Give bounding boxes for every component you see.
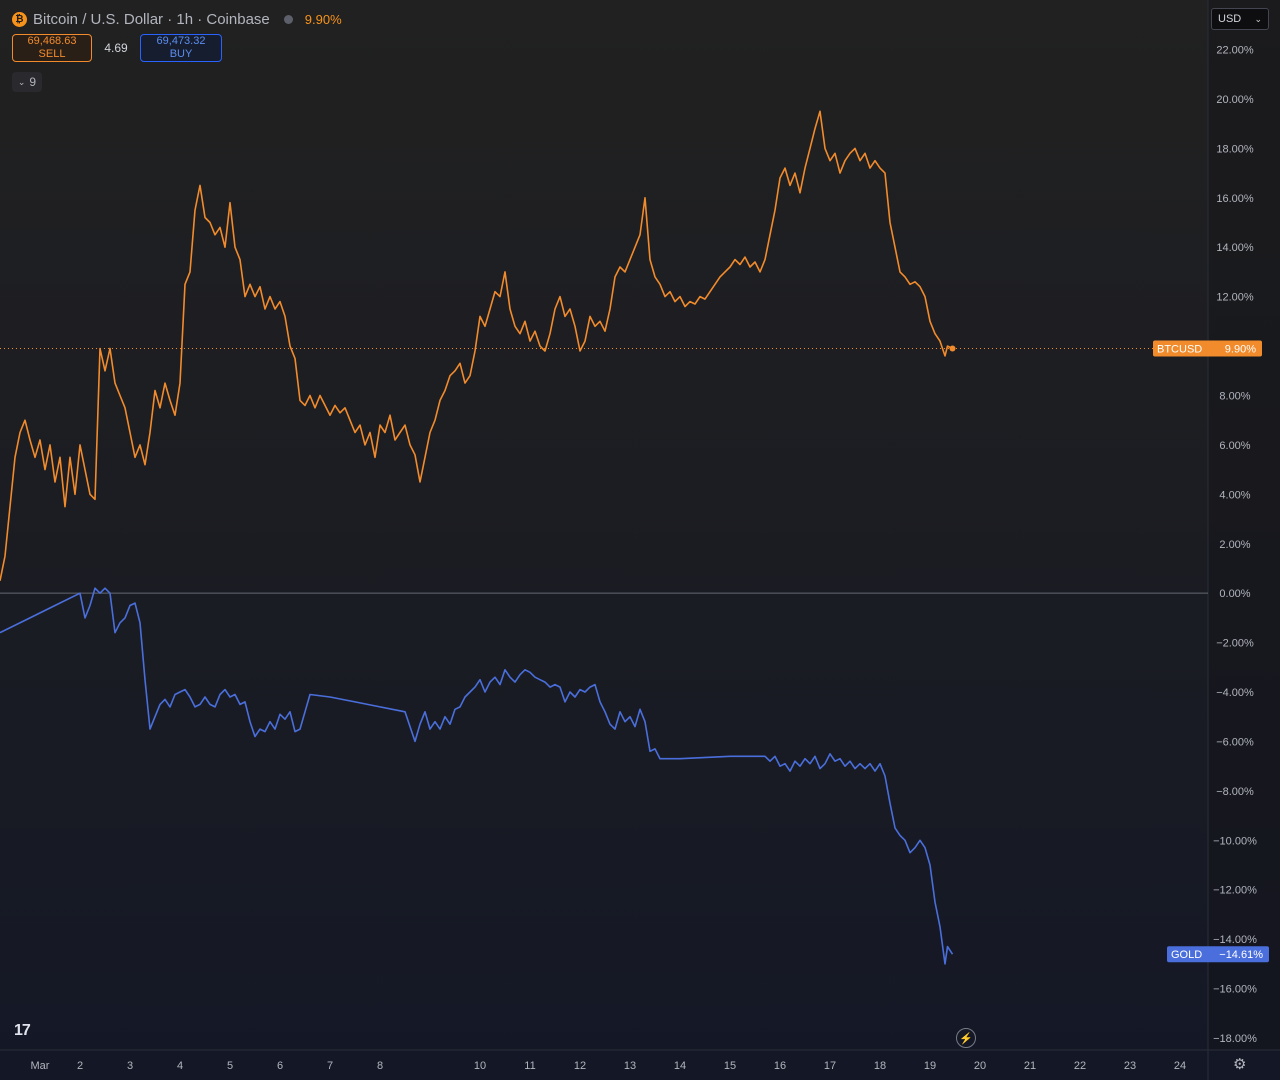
market-status-dot [283, 14, 293, 24]
x-tick-label: 13 [624, 1060, 636, 1072]
series-value-label: 9.90% [1225, 344, 1256, 356]
series-line-gold [0, 587, 954, 965]
y-tick-label: −10.00% [1213, 835, 1257, 847]
trade-panel: 69,468.63 SELL 4.69 69,473.32 BUY [12, 34, 222, 62]
y-tick-label: −12.00% [1213, 885, 1257, 897]
x-tick-label: 14 [674, 1060, 686, 1072]
price-scale-panel [1208, 0, 1280, 1050]
y-tick-label: 8.00% [1219, 390, 1250, 402]
x-tick-label: 5 [227, 1060, 233, 1072]
series-line-btcusd [0, 110, 953, 581]
y-tick-label: −8.00% [1216, 786, 1254, 798]
y-tick-label: 2.00% [1219, 539, 1250, 551]
y-tick-label: 22.00% [1216, 45, 1254, 57]
series-name-label: GOLD [1171, 949, 1202, 961]
series-label-box-gold [1167, 946, 1269, 963]
y-tick-label: 12.00% [1216, 292, 1254, 304]
x-tick-label: 23 [1124, 1060, 1136, 1072]
x-tick-label: 6 [277, 1060, 283, 1072]
x-tick-label: 11 [524, 1060, 535, 1072]
y-tick-label: −14.00% [1213, 934, 1257, 946]
x-tick-label: 2 [77, 1060, 83, 1072]
y-tick-label: 4.00% [1219, 489, 1250, 501]
buy-price: 69,473.32 [156, 35, 206, 47]
y-tick-label: −16.00% [1213, 984, 1257, 996]
y-tick-label: 20.00% [1216, 94, 1254, 106]
series-value-label: −14.61% [1219, 949, 1263, 961]
series-label-box-btcusd [1153, 340, 1262, 357]
buy-label: BUY [169, 48, 193, 60]
x-tick-label: 21 [1024, 1060, 1036, 1072]
y-tick-label: 14.00% [1216, 242, 1254, 254]
currency-select[interactable]: USD ⌄ [1211, 8, 1269, 30]
x-tick-label: 7 [327, 1060, 333, 1072]
sell-button[interactable]: 69,468.63 SELL [12, 34, 92, 62]
x-tick-label: 4 [177, 1060, 183, 1072]
x-tick-label: 20 [974, 1060, 986, 1072]
y-tick-label: 0.00% [1219, 588, 1250, 600]
gear-icon[interactable]: ⚙ [1233, 1056, 1247, 1073]
bitcoin-logo-icon: ₿ [12, 11, 27, 27]
y-tick-label: −2.00% [1216, 638, 1254, 650]
spread-value: 4.69 [104, 41, 128, 55]
x-tick-label: 16 [774, 1060, 786, 1072]
x-tick-label: 10 [474, 1060, 486, 1072]
y-tick-label: −6.00% [1216, 736, 1254, 748]
x-tick-label: Mar [31, 1060, 50, 1072]
x-tick-label: 17 [824, 1060, 836, 1072]
x-tick-label: 24 [1174, 1060, 1186, 1072]
currency-label: USD [1218, 13, 1242, 25]
x-tick-label: 18 [874, 1060, 886, 1072]
buy-button[interactable]: 69,473.32 BUY [140, 34, 222, 62]
series-name-label: BTCUSD [1157, 344, 1202, 356]
change-percent: 9.90% [304, 11, 342, 27]
indicators-toggle[interactable]: ⌄ 9 [12, 72, 42, 92]
last-point-btcusd [949, 345, 956, 352]
x-tick-label: 15 [724, 1060, 736, 1072]
forecast-icon[interactable]: ⚡ [956, 1028, 976, 1048]
x-tick-label: 8 [377, 1060, 383, 1072]
chevron-down-icon: ⌄ [17, 76, 26, 87]
y-tick-label: −4.00% [1216, 687, 1254, 699]
x-tick-label: 3 [127, 1060, 133, 1072]
y-tick-label: 18.00% [1216, 143, 1254, 155]
x-tick-label: 12 [574, 1060, 586, 1072]
indicators-count: 9 [29, 75, 37, 89]
symbol-header[interactable]: ₿ Bitcoin / U.S. Dollar · 1h · Coinbase … [12, 8, 342, 30]
symbol-title: Bitcoin / U.S. Dollar · 1h · Coinbase [33, 10, 270, 28]
tradingview-logo-icon[interactable]: 17 [14, 1022, 31, 1039]
x-tick-label: 22 [1074, 1060, 1086, 1072]
y-tick-label: −18.00% [1213, 1033, 1257, 1045]
chevron-down-icon: ⌄ [1254, 13, 1262, 24]
y-tick-label: 6.00% [1219, 440, 1250, 452]
sell-label: SELL [38, 48, 66, 60]
sell-price: 69,468.63 [27, 35, 77, 47]
y-tick-label: 16.00% [1216, 193, 1254, 205]
x-tick-label: 19 [924, 1060, 936, 1072]
